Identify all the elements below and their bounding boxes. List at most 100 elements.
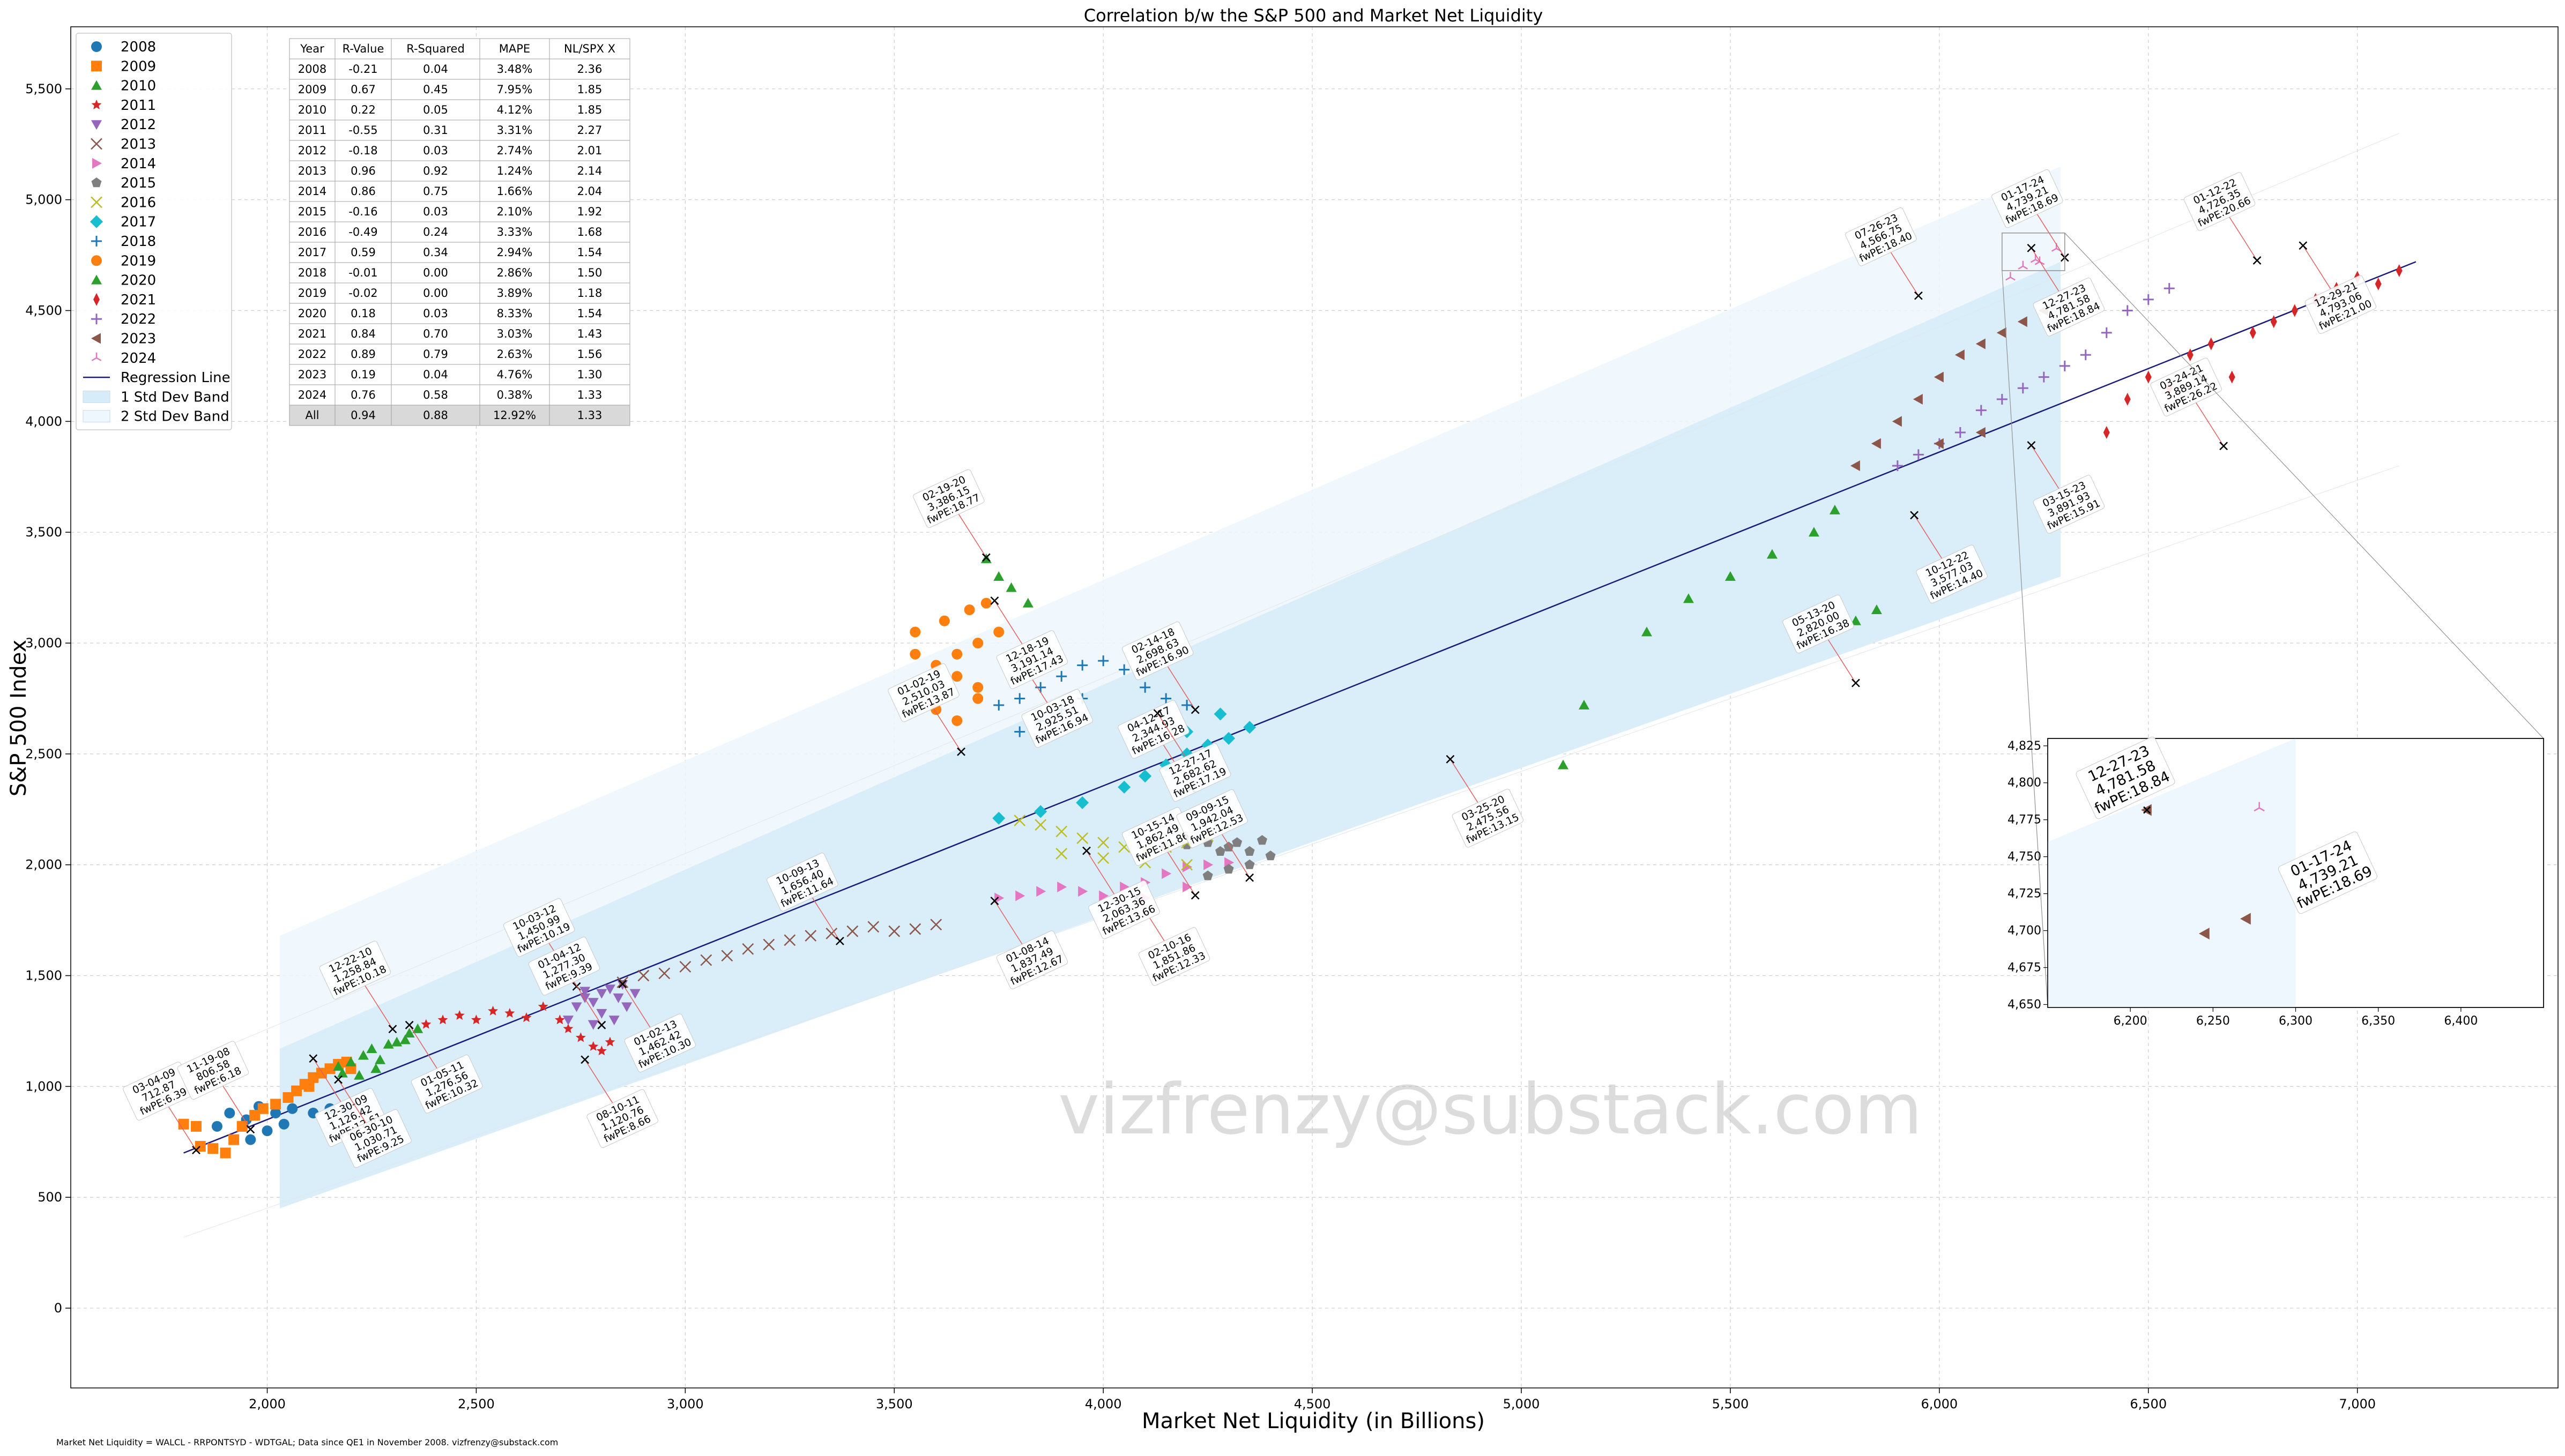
data-point-2011 [538, 1001, 548, 1011]
table-cell-text: -0.55 [348, 124, 377, 137]
data-point-2017 [1076, 796, 1089, 809]
data-point-2016 [1035, 819, 1047, 831]
data-point-2018 [993, 699, 1005, 711]
data-point-2011 [521, 1012, 532, 1022]
table-cell-text: 2023 [298, 368, 326, 381]
data-point-2016 [1181, 858, 1193, 871]
table-cell [479, 242, 550, 263]
table-row: 2015 -0.16 0.03 2.10% 1.92 [289, 201, 630, 222]
table-cell-text: -0.16 [348, 205, 377, 218]
data-point-2016 [1055, 848, 1068, 860]
legend-swatch [91, 333, 101, 344]
data-point-2014 [1162, 868, 1172, 879]
inset-y-tick-label: 4,800 [2008, 776, 2041, 790]
y-axis-label: S&P 500 Index [6, 640, 31, 797]
legend-label: 2013 [121, 137, 156, 153]
table-cell-text: -0.18 [348, 144, 377, 157]
annotation-box [2150, 357, 2222, 417]
data-point-2014 [1036, 886, 1046, 897]
data-point-2021 [2124, 392, 2131, 406]
table-cell [549, 120, 630, 141]
annotation-box [411, 1055, 483, 1114]
data-point-2010 [383, 1039, 394, 1049]
annotation-box [503, 898, 575, 957]
data-point-2023 [1913, 393, 1923, 405]
data-point-2013 [763, 938, 775, 951]
table-cell [549, 242, 630, 263]
data-point-2008 [262, 1125, 273, 1137]
table-row: 2023 0.19 0.04 4.76% 1.30 [289, 364, 630, 385]
legend-label: 2008 [121, 39, 156, 55]
annotation-box [586, 1089, 658, 1148]
table-cell [549, 38, 630, 59]
table-cell [334, 384, 392, 406]
annotation-marker [1082, 846, 1091, 855]
inset-y-tick-label: 4,700 [2008, 924, 2041, 938]
x-tick-label: 4,000 [1085, 1397, 1122, 1412]
data-point-2012 [588, 1020, 599, 1030]
zoom-connector [2064, 233, 2544, 739]
table-cell [549, 405, 630, 426]
data-point-2022 [2038, 371, 2049, 383]
data-point-2020 [1641, 626, 1652, 637]
table-cell-text: 2014 [298, 185, 326, 198]
legend-swatch [91, 41, 102, 52]
data-point-2009 [308, 1072, 319, 1083]
data-point-2008 [287, 1103, 298, 1114]
zoom-source-rect [2002, 232, 2065, 271]
table-cell-text: 1.68 [577, 226, 603, 238]
data-point-2017 [1222, 731, 1236, 745]
table-row: 2020 0.18 0.03 8.33% 1.54 [289, 303, 630, 324]
table-cell-text: 2.10% [497, 205, 533, 218]
table-cell [479, 262, 550, 283]
data-point-2009 [303, 1081, 315, 1092]
data-point-2021 [2103, 426, 2110, 439]
data-point-2010 [404, 1028, 415, 1038]
annotation-box [177, 1041, 249, 1100]
data-point-2020 [1022, 598, 1034, 608]
data-point-2023 [1996, 327, 2006, 338]
data-point-2008 [224, 1108, 235, 1119]
table-row: 2019 -0.02 0.00 3.89% 1.18 [289, 282, 630, 304]
table-cell [289, 384, 336, 406]
table-cell-text: 0.94 [351, 409, 376, 422]
y-tick-label: 4,500 [25, 303, 62, 318]
annotation-marker [405, 1020, 414, 1029]
data-point-2009 [207, 1143, 219, 1154]
data-point-2016 [1055, 825, 1068, 838]
data-point-2009 [228, 1134, 240, 1145]
table-cell-text: 1.54 [577, 246, 603, 259]
data-point-2019 [972, 638, 984, 649]
table-header: Year R-Value R-Squared MAPE NL/SPX X [289, 38, 630, 59]
data-point-2012 [563, 1016, 574, 1026]
table-cell [391, 344, 480, 365]
data-point-2014 [1015, 890, 1025, 901]
table-cell [549, 140, 630, 161]
data-point-2013 [637, 969, 650, 982]
inset-x-tick-label: 6,350 [2361, 1014, 2395, 1028]
data-point-2010 [412, 1023, 423, 1033]
data-point-2010 [370, 1063, 382, 1073]
table-cell-text: 0.05 [423, 103, 448, 116]
annotation-marker [2252, 256, 2262, 265]
data-point-2016 [1076, 832, 1089, 844]
table-cell-text: 3.31% [497, 124, 533, 137]
legend-item-2023: 2023 [91, 331, 156, 347]
table-cell-text: 0.38% [497, 389, 533, 401]
data-point-2009 [257, 1103, 269, 1114]
data-point-2019 [910, 648, 921, 660]
data-point-2020 [1766, 549, 1778, 559]
data-point-2013 [616, 976, 629, 988]
data-point-2011 [596, 1046, 607, 1056]
annotation-marker [309, 1054, 318, 1063]
table-cell [334, 405, 392, 426]
y-tick-label: 500 [38, 1190, 62, 1205]
table-cell-text: 1.92 [577, 205, 603, 218]
table-row: 2016 -0.49 0.24 3.33% 1.68 [289, 221, 630, 243]
table-cell-text: 0.79 [423, 348, 448, 361]
table-cell-text: 1.33 [577, 389, 603, 401]
table-row: 2009 0.67 0.45 7.95% 1.85 [289, 79, 630, 100]
data-point-2011 [504, 1007, 515, 1018]
table-cell [289, 160, 336, 182]
